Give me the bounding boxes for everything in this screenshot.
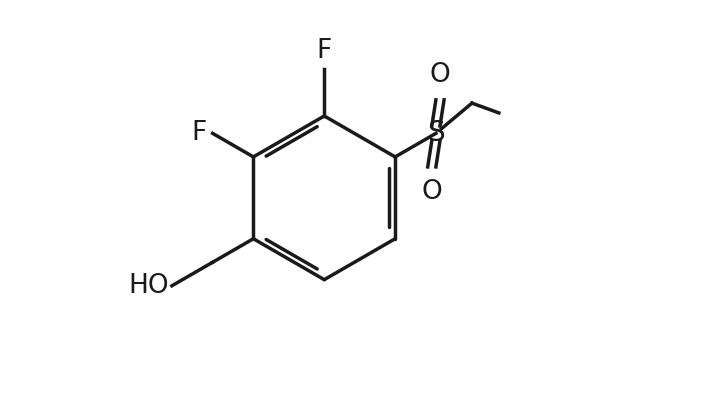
Text: HO: HO [128, 273, 169, 299]
Text: F: F [316, 38, 332, 64]
Text: O: O [421, 179, 442, 205]
Text: F: F [191, 120, 206, 146]
Text: O: O [430, 61, 451, 87]
Text: S: S [427, 119, 445, 147]
